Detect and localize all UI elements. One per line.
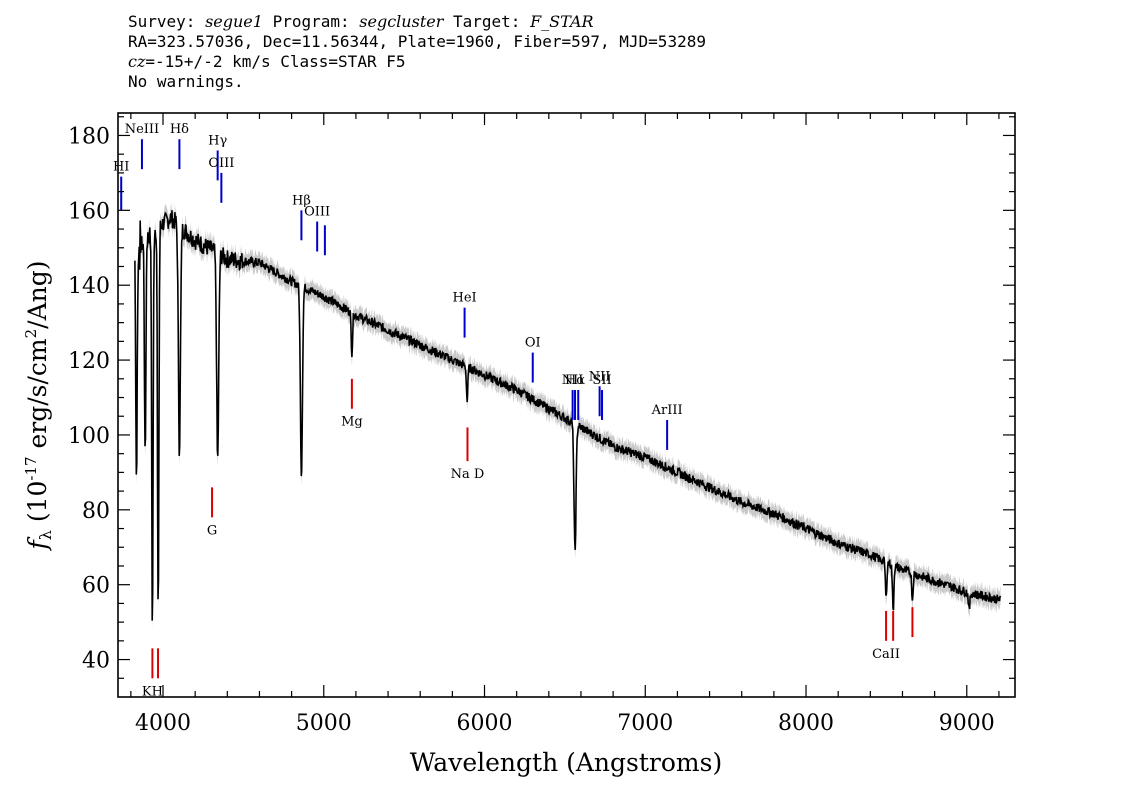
emission-line-label: OIII xyxy=(208,156,234,171)
program-name: segcluster xyxy=(359,12,444,31)
y-tick-label: 140 xyxy=(68,274,110,299)
flux-series-line xyxy=(134,210,1002,621)
y-tick-label: 60 xyxy=(82,574,110,599)
y-tick-label: 180 xyxy=(68,124,110,149)
emission-line-label: Hδ xyxy=(170,122,189,137)
y-tick-label: 100 xyxy=(68,424,110,449)
emission-line-label: NII xyxy=(589,369,611,384)
x-tick-label: 8000 xyxy=(778,711,834,736)
emission-line-label: OIII xyxy=(304,205,330,220)
absorption-line-label: KH xyxy=(142,684,163,699)
header-line-warnings: No warnings. xyxy=(128,72,244,91)
x-tick-label: 9000 xyxy=(939,711,995,736)
emission-line-label: OI xyxy=(525,336,541,351)
x-tick-label: 7000 xyxy=(617,711,673,736)
absorption-line-label: CaII xyxy=(872,647,900,662)
emission-line-label: NeIII xyxy=(125,122,159,137)
plot-frame xyxy=(117,112,1016,698)
emission-line-label: ArIII xyxy=(651,403,683,418)
emission-line-label: HI xyxy=(113,160,129,175)
x-tick-label: 6000 xyxy=(457,711,513,736)
y-tick-label: 80 xyxy=(82,499,110,524)
absorption-line-label: Mg xyxy=(341,415,363,430)
chart-ticks: 4000 5000 6000 7000 8000 9000 40 60 80 100 120 140 1… xyxy=(68,113,1015,736)
emission-line-label: Hα xyxy=(565,373,585,388)
header-line-survey: Survey: segue1 Program: segcluster Targe… xyxy=(128,12,594,31)
header-line-coordinates: RA=323.57036, Dec=11.56344, Plate=1960, … xyxy=(128,32,706,51)
y-tick-label: 40 xyxy=(82,649,110,674)
header-line-redshift: cz=-15+/-2 km/s Class=STAR F5 xyxy=(128,52,406,71)
x-axis-title: Wavelength (Angstroms) xyxy=(410,748,722,777)
y-axis-title: fλ (10-17 erg/s/cm2/Ang) xyxy=(22,260,55,551)
x-tick-label: 5000 xyxy=(296,711,352,736)
emission-line-label: Hγ xyxy=(208,133,227,148)
emission-line-label: HeI xyxy=(452,291,476,306)
absorption-line-label: Na D xyxy=(451,467,485,482)
survey-name: segue1 xyxy=(205,12,263,31)
emission-line-label: NII xyxy=(562,373,584,388)
y-tick-label: 120 xyxy=(68,349,110,374)
y-tick-label: 160 xyxy=(68,199,110,224)
emission-line-label: SII xyxy=(592,373,611,388)
absorption-line-label: G xyxy=(207,523,217,538)
target-name: F_STAR xyxy=(530,12,594,31)
emission-line-label: Hβ xyxy=(292,193,311,208)
spectrum-header: Survey: segue1 Program: segcluster Targe… xyxy=(128,12,706,92)
x-tick-label: 4000 xyxy=(135,711,191,736)
